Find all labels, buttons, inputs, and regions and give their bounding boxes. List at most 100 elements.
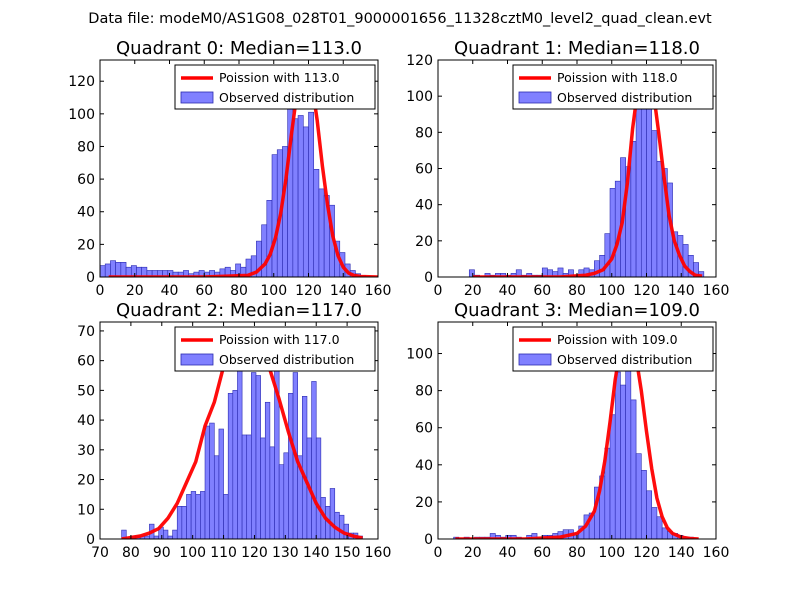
x-tick-label: 80	[568, 283, 586, 299]
histogram-bar	[288, 393, 294, 539]
x-tick-label: 100	[179, 545, 206, 561]
histogram-bar	[232, 390, 238, 539]
y-tick-label: 20	[77, 473, 95, 489]
x-tick-label: 60	[533, 545, 551, 561]
y-tick-label: 80	[415, 125, 433, 141]
legend-bar-label: Observed distribution	[219, 352, 354, 367]
histogram-bar	[195, 494, 201, 539]
histogram-bar	[604, 233, 611, 277]
y-tick-label: 120	[68, 74, 95, 90]
y-tick-label: 40	[77, 413, 95, 429]
y-tick-label: 0	[86, 270, 95, 286]
histogram-bar	[176, 506, 183, 539]
x-tick-label: 120	[633, 545, 660, 561]
x-tick-label: 120	[241, 545, 268, 561]
histogram-bar	[646, 490, 653, 539]
legend-bar-swatch	[518, 91, 552, 104]
legend-bar-swatch	[518, 353, 552, 366]
x-tick-label: 20	[464, 283, 482, 299]
y-tick-label: 0	[424, 532, 433, 548]
histogram-bar	[557, 267, 564, 277]
histogram-bar	[186, 494, 192, 539]
x-tick-label: 40	[161, 283, 179, 299]
histogram-bar	[329, 488, 336, 539]
x-tick-label: 20	[126, 283, 144, 299]
histogram-bar	[104, 263, 111, 277]
histogram-bar	[287, 84, 294, 277]
subplot-quadrant-0: 0 20 40 60 80 100 120 140 160 0 20 40 60 80 100 120 Quad…	[68, 38, 391, 299]
y-tick-label: 0	[424, 270, 433, 286]
x-tick-label: 150	[334, 545, 361, 561]
y-tick-label: 100	[68, 107, 95, 123]
y-tick-label: 40	[415, 198, 433, 214]
y-tick-label: 40	[77, 205, 95, 221]
x-tick-label: 120	[633, 283, 660, 299]
legend-line-label: Poission with 113.0	[219, 70, 340, 85]
histogram-bar	[302, 126, 309, 277]
x-tick-label: 140	[330, 283, 357, 299]
legend-bar-label: Observed distribution	[557, 90, 692, 105]
histogram-bar	[264, 401, 271, 539]
histogram-bar	[261, 224, 268, 277]
histogram-bar	[656, 516, 663, 539]
histogram-bar	[297, 115, 304, 277]
y-tick-label: 70	[77, 324, 95, 340]
histogram-bar	[121, 529, 127, 539]
histogram-bar	[620, 384, 626, 539]
histogram-bars	[100, 84, 367, 277]
histogram-bar	[625, 349, 632, 539]
y-tick-label: 60	[415, 162, 433, 178]
histogram-bar	[313, 169, 320, 277]
y-tick-label: 20	[415, 495, 433, 511]
histogram-bar	[630, 141, 637, 277]
y-tick-label: 100	[406, 89, 433, 105]
subplot-title: Quadrant 3: Median=109.0	[454, 300, 700, 321]
histogram-bar	[255, 375, 261, 539]
legend: Poission with 118.0 Observed distribution	[512, 64, 714, 110]
subplot-quadrant-2: 70 80 90 100 110 120 130 140 150 160 0 10 20 30 40 50 60…	[77, 300, 391, 561]
histogram-bar	[630, 399, 637, 539]
subplot-grid: 0 20 40 60 80 100 120 140 160020406080100120Quad…	[68, 38, 729, 561]
histogram-bar	[200, 491, 206, 539]
x-tick-label: 70	[91, 545, 109, 561]
histogram-bar	[315, 437, 322, 539]
x-tick-label: 100	[260, 283, 287, 299]
x-tick-label: 40	[499, 283, 517, 299]
x-tick-label: 0	[434, 283, 443, 299]
subplot-title: Quadrant 2: Median=117.0	[116, 300, 362, 321]
histogram-bar	[308, 111, 315, 277]
histogram-bar	[172, 529, 178, 539]
histogram-bar	[120, 262, 127, 277]
histogram-bar	[531, 533, 538, 539]
legend: Poission with 117.0 Observed distribution	[174, 326, 376, 372]
y-tick-label: 0	[86, 532, 95, 548]
x-tick-label: 0	[434, 545, 443, 561]
histogram-bar	[223, 494, 229, 539]
legend-bar-label: Observed distribution	[219, 90, 354, 105]
histogram-bar	[209, 422, 215, 539]
histogram-bar	[614, 371, 621, 539]
x-tick-label: 80	[230, 283, 248, 299]
histogram-bar	[266, 200, 273, 277]
legend-bar-swatch	[180, 91, 214, 104]
figure-suptitle: Data file: modeM0/AS1G08_028T01_90000016…	[88, 11, 712, 27]
histogram-bar	[339, 514, 345, 539]
y-tick-label: 60	[77, 354, 95, 370]
x-tick-label: 90	[153, 545, 171, 561]
histogram-bar	[269, 446, 275, 539]
subplot-title: Quadrant 0: Median=113.0	[116, 38, 362, 59]
histogram-bar	[292, 118, 299, 277]
legend-line-label: Poission with 117.0	[219, 332, 340, 347]
histogram-bar	[283, 452, 289, 539]
subplot-quadrant-1: 0 20 40 60 80 100 120 140 160 0 20 40 60 80 100 120 Quad…	[406, 38, 729, 299]
x-tick-label: 160	[703, 545, 730, 561]
y-tick-label: 120	[406, 53, 433, 69]
x-tick-label: 60	[195, 283, 213, 299]
x-tick-label: 130	[272, 545, 299, 561]
y-tick-label: 60	[77, 172, 95, 188]
histogram-bar	[635, 453, 642, 539]
y-tick-label: 100	[406, 347, 433, 363]
histogram-bar	[271, 154, 278, 277]
histogram-bar	[311, 381, 317, 539]
